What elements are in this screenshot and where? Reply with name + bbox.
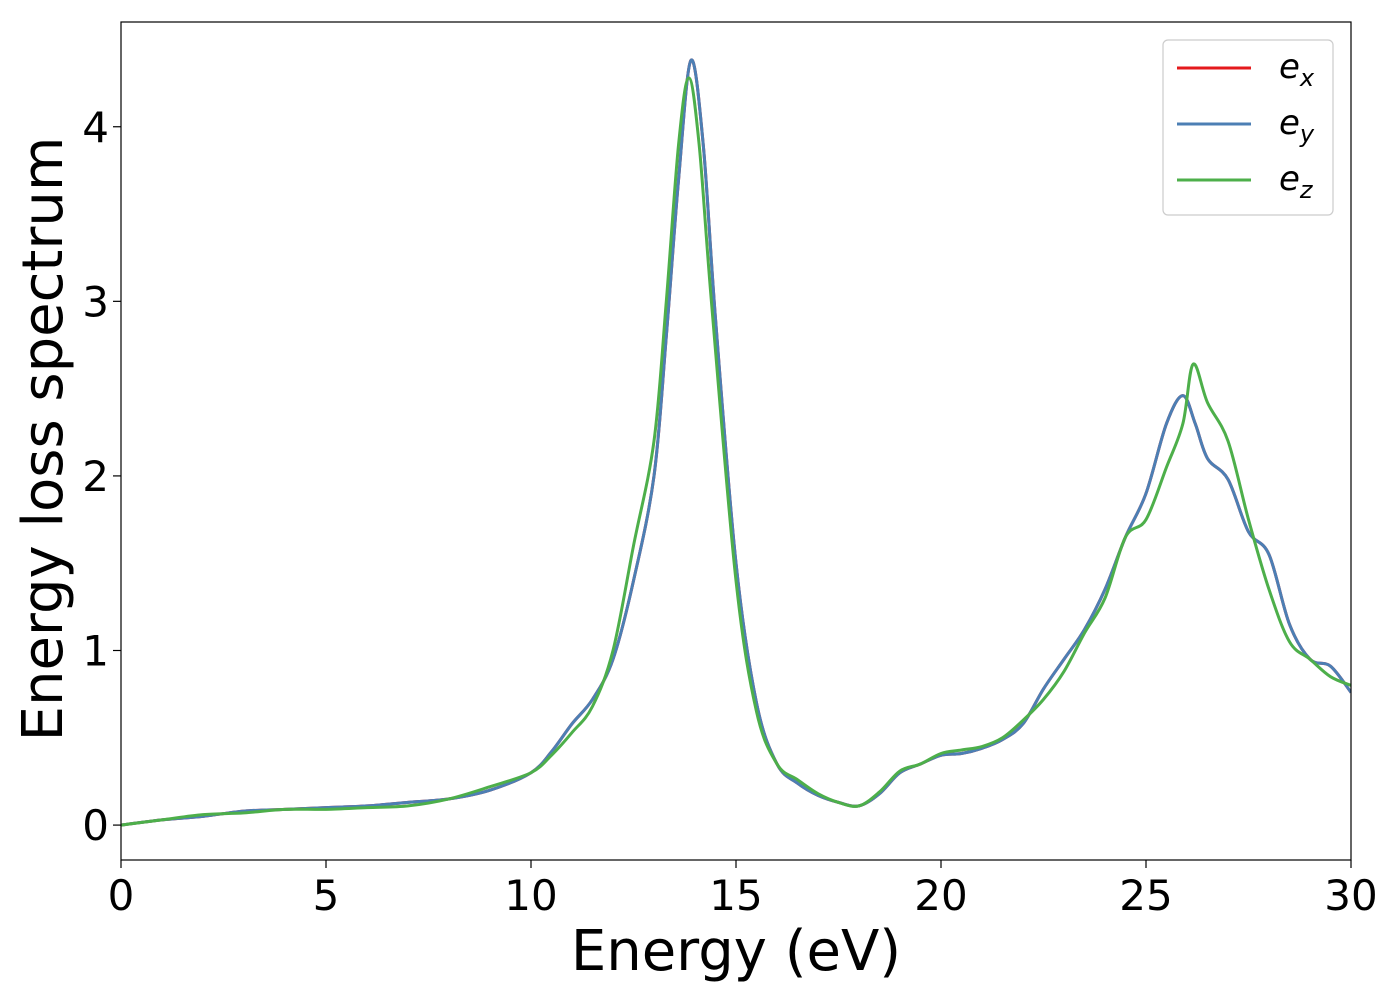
- legend-label-z: ez: [1279, 159, 1314, 204]
- legend-label-base: e: [1279, 103, 1300, 143]
- legend-label-base: e: [1279, 159, 1300, 199]
- legend-label-y: ey: [1279, 103, 1315, 148]
- x-tick-label: 25: [1119, 871, 1172, 920]
- legend-box: [1162, 39, 1334, 216]
- x-tick-label: 20: [914, 871, 967, 920]
- y-tick-label: 1: [82, 627, 109, 676]
- legend-label-x: ex: [1279, 47, 1315, 92]
- y-tick-label: 0: [82, 801, 109, 850]
- x-tick-label: 5: [313, 871, 340, 920]
- legend-label-subscript: x: [1299, 64, 1315, 92]
- series-line-y: [121, 58, 1351, 827]
- y-axis-title: Energy loss spectrum: [11, 137, 76, 742]
- series-layer: [121, 58, 1351, 827]
- x-tick-label: 30: [1324, 871, 1377, 920]
- y-tick-label: 2: [82, 452, 109, 501]
- x-tick-label: 15: [709, 871, 762, 920]
- series-line-z: [121, 76, 1351, 827]
- x-axis-title: Energy (eV): [571, 919, 901, 984]
- legend-label-subscript: z: [1299, 176, 1314, 204]
- y-axis-ticks: 0 1 2 3 4: [82, 103, 121, 850]
- y-tick-label: 3: [82, 277, 109, 326]
- legend-label-subscript: y: [1299, 120, 1315, 148]
- x-tick-label: 0: [108, 871, 135, 920]
- x-axis-ticks: 0 5 10 15 20 25 30: [108, 860, 1378, 920]
- y-tick-label: 4: [82, 103, 109, 152]
- x-tick-label: 10: [504, 871, 557, 920]
- legend-label-base: e: [1279, 47, 1300, 87]
